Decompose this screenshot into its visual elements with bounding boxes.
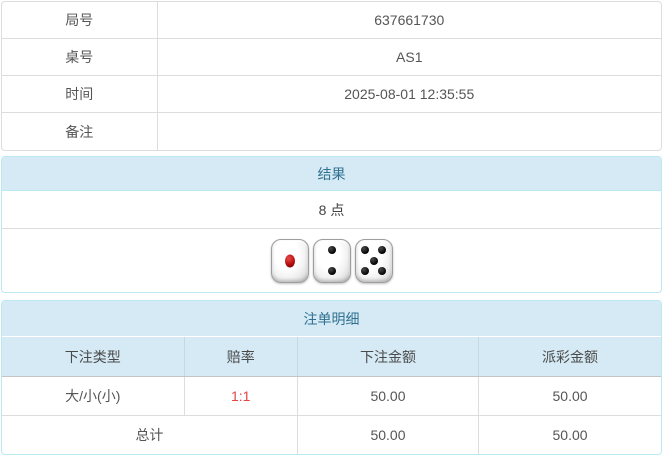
result-panel-title: 结果: [2, 157, 661, 191]
col-header-bet-amount: 下注金额: [298, 337, 480, 376]
black-pip: [378, 245, 387, 254]
black-pip: [360, 245, 369, 254]
die-5: [354, 238, 393, 283]
result-panel: 结果 8 点: [1, 156, 662, 293]
die-2: [312, 238, 351, 283]
col-header-odds: 赔率: [185, 337, 298, 376]
info-row-round: 局号 637661730: [2, 2, 661, 39]
round-number-value: 637661730: [374, 12, 445, 28]
bet-type-value: 大/小(小): [2, 377, 185, 415]
bets-header-row: 下注类型 赔率 下注金额 派彩金额: [2, 337, 661, 377]
black-pip: [327, 246, 336, 254]
total-label: 总计: [2, 416, 298, 454]
dice-row: [2, 229, 661, 292]
bet-details-title: 注单明细: [2, 301, 661, 337]
time-value: 2025-08-01 12:35:55: [344, 86, 475, 102]
table-number-label: 桌号: [2, 39, 158, 75]
black-pip: [369, 256, 378, 265]
total-row: 总计 50.00 50.00: [2, 416, 661, 454]
col-header-bet-type: 下注类型: [2, 337, 185, 376]
info-row-remark: 备注: [2, 113, 661, 150]
result-points: 8 点: [2, 191, 661, 229]
black-pip: [378, 267, 387, 276]
round-number-label: 局号: [2, 2, 158, 38]
bet-odds-value: 1:1: [185, 377, 298, 415]
col-header-payout: 派彩金额: [542, 348, 599, 365]
bet-payout-value: 50.00: [552, 388, 588, 404]
bet-details-panel: 注单明细 下注类型 赔率 下注金额 派彩金额 大/小(小) 1:1 50.00 …: [1, 300, 662, 455]
red-pip: [284, 254, 295, 267]
table-row: 大/小(小) 1:1 50.00 50.00: [2, 377, 661, 416]
total-payout-amount: 50.00: [552, 427, 588, 443]
game-info-table: 局号 637661730 桌号 AS1 时间 2025-08-01 12:35:…: [1, 1, 662, 151]
info-row-time: 时间 2025-08-01 12:35:55: [2, 76, 661, 113]
time-label: 时间: [2, 76, 158, 112]
total-bet-amount: 50.00: [298, 416, 480, 454]
remark-value: [158, 113, 661, 150]
black-pip: [360, 267, 369, 276]
bet-amount-value: 50.00: [298, 377, 480, 415]
die-1: [270, 238, 309, 283]
remark-label: 备注: [2, 113, 158, 150]
table-number-value: AS1: [396, 49, 423, 65]
info-row-table: 桌号 AS1: [2, 39, 661, 76]
black-pip: [327, 267, 336, 275]
